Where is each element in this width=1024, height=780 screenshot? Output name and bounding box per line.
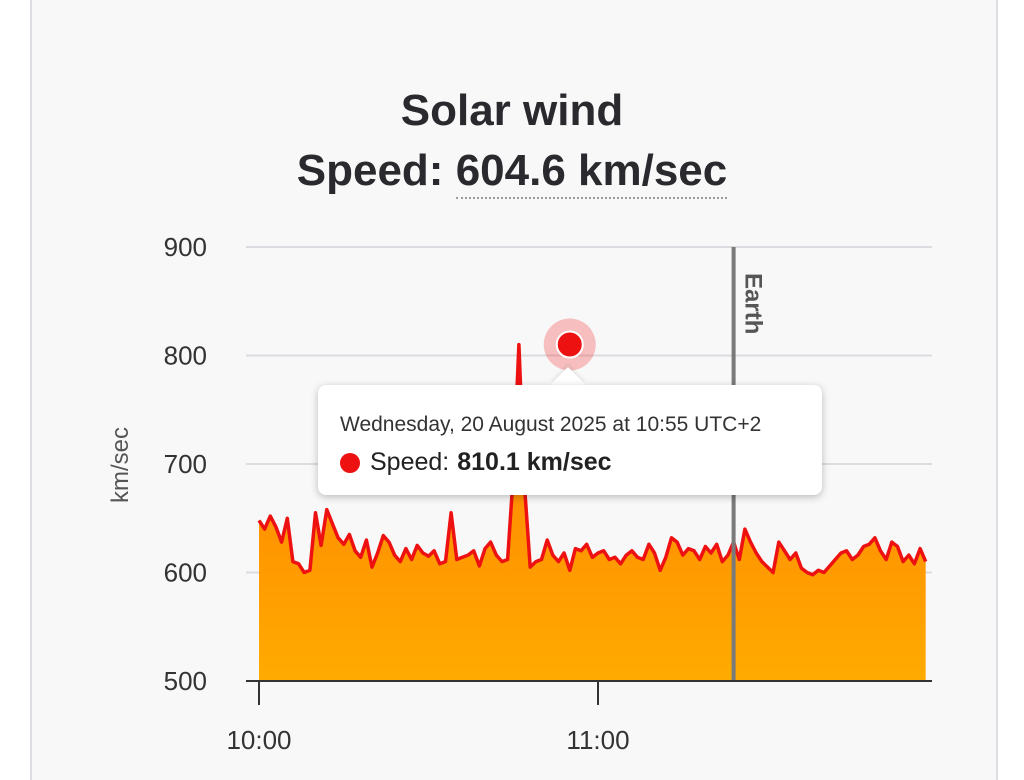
tooltip-row: Speed: 810.1 km/sec (340, 448, 612, 477)
speed-label: Speed: (296, 146, 444, 195)
chart-title: Solar wind (400, 86, 624, 135)
y-tick-label: 800 (164, 341, 207, 371)
tooltip-date: Wednesday, 20 August 2025 at 10:55 UTC+2 (340, 413, 762, 436)
y-tick-label: 900 (164, 232, 207, 262)
y-tick-label: 600 (164, 558, 207, 588)
speed-area (259, 344, 926, 681)
earth-label: Earth (740, 273, 767, 334)
speed-value[interactable]: 604.6 km/sec (455, 146, 728, 199)
speed-line (257, 342, 928, 577)
y-tick-label: 700 (164, 449, 207, 479)
series-dot-icon (340, 452, 360, 473)
solar-wind-chart[interactable]: 900 800 700 600 500 km/sec Earth 10:00 11:00 (0, 0, 1024, 764)
x-tick-label: 10:00 (226, 725, 291, 755)
y-tick-label: 500 (164, 666, 207, 696)
tooltip-label: Speed: (370, 448, 450, 476)
tooltip-value: 810.1 km/sec (457, 448, 612, 476)
x-tick-label: 11:00 (566, 725, 629, 755)
chart-subtitle: Speed: 604.6 km/sec (0, 146, 1024, 199)
y-axis-title: km/sec (107, 427, 134, 503)
tooltip: Wednesday, 20 August 2025 at 10:55 UTC+2… (318, 385, 822, 495)
hover-point[interactable] (555, 330, 584, 359)
